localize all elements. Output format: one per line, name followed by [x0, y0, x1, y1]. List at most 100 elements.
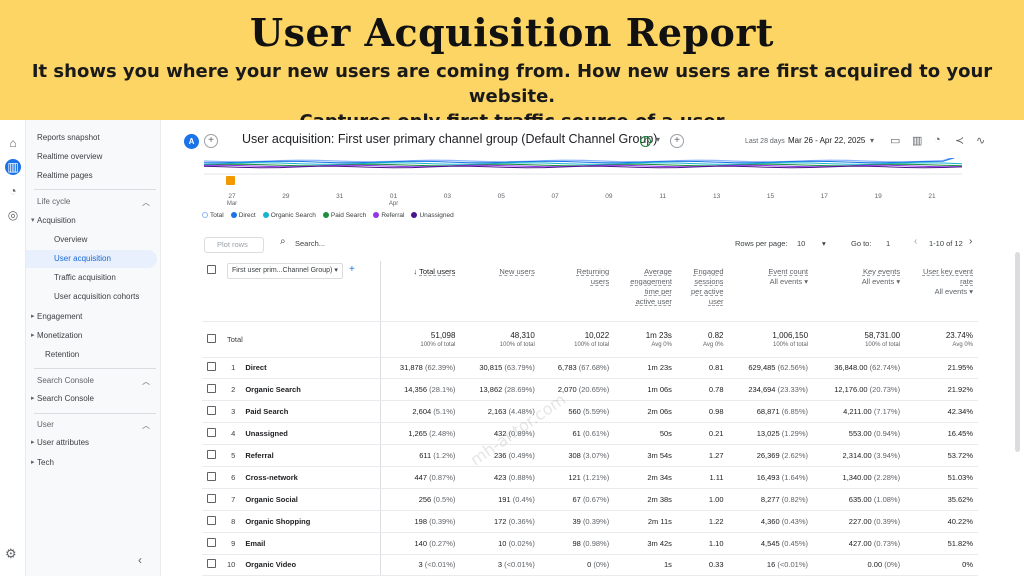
header-label-line: user [708, 297, 724, 306]
sidebar-item-reports-snapshot[interactable]: Reports snapshot [37, 133, 100, 142]
x-tick-label: 31 [336, 193, 344, 200]
sidebar-item-realtime-pages[interactable]: Realtime pages [37, 171, 93, 180]
row-checkbox[interactable] [207, 384, 216, 394]
add-comparison-icon[interactable]: + [204, 134, 218, 148]
sidebar-section-search-console[interactable]: Search Console [37, 376, 94, 385]
sidebar-item-tech[interactable]: Tech [26, 454, 157, 472]
table-row[interactable]: 4 Unassigned 1,265 (2.48%) 432 (0.89%) 61 (0… [202, 422, 978, 446]
header-user-key-event-rate[interactable]: User key event rate All events ▾ [905, 261, 978, 322]
legend-item[interactable]: Organic Search [262, 212, 316, 219]
scrollbar[interactable] [1015, 252, 1020, 452]
legend-item[interactable]: Total [202, 212, 224, 219]
table-row[interactable]: 6 Cross-network 447 (0.87%) 423 (0.88%) 121 … [202, 466, 978, 489]
chevron-up-icon[interactable]: ︿ [142, 198, 150, 207]
legend-item[interactable]: Direct [230, 212, 256, 219]
insights-trend-icon[interactable]: ∿ [976, 135, 986, 147]
search-input[interactable]: Search... [295, 239, 326, 248]
cell-percent: (0%) [884, 560, 901, 570]
header-returning-users[interactable]: Returning users [539, 261, 615, 322]
sidebar-item-user-attributes[interactable]: User attributes [26, 434, 157, 452]
table-row[interactable]: 7 Organic Social 256 (0.5%) 191 (0.4%) 67 (0… [202, 488, 978, 511]
header-engaged-sessions[interactable]: Engaged sessions per active user [676, 261, 729, 322]
table-row[interactable]: 3 Paid Search 2,604 (5.1%) 2,163 (4.48%) 560… [202, 400, 978, 424]
sidebar-item-user-acquisition-cohorts[interactable]: User acquisition cohorts [54, 292, 140, 301]
table-row[interactable]: 5 Referral 611 (1.2%) 236 (0.49%) 308 (3.07%… [202, 444, 978, 467]
table-row[interactable]: 8 Organic Shopping 198 (0.39%) 172 (0.36%) 3… [202, 510, 978, 533]
row-checkbox[interactable] [207, 537, 216, 547]
event-filter-select[interactable]: All events [934, 287, 968, 296]
header-key-events[interactable]: Key events All events ▾ [813, 261, 906, 322]
table-cell: Organic Video [240, 554, 381, 576]
goto-input[interactable]: 1 [886, 239, 891, 248]
sidebar-item-search-console[interactable]: Search Console [26, 390, 157, 408]
prev-page-icon[interactable]: ‹ [914, 236, 918, 247]
chevron-down-icon[interactable]: ▾ [656, 135, 661, 144]
add-filter-icon[interactable]: + [670, 134, 684, 148]
header-total-users[interactable]: ↓ Total users [379, 261, 461, 322]
sidebar-item-overview[interactable]: Overview [54, 235, 88, 244]
collapse-nav-icon[interactable]: ‹ [138, 553, 142, 567]
sidebar-item-realtime-overview[interactable]: Realtime overview [37, 152, 103, 161]
table-row[interactable]: 1 Direct 31,878 (62.39%) 30,815 (63.79%) 6,7… [202, 357, 978, 380]
reports-icon[interactable]: ▥ [5, 159, 21, 175]
sidebar-section-user[interactable]: User [37, 420, 54, 429]
event-filter-select[interactable]: All events [769, 277, 803, 286]
legend-item[interactable]: Paid Search [322, 212, 366, 219]
sidebar-item-retention[interactable]: Retention [45, 350, 80, 359]
advertising-icon[interactable]: ◎ [7, 208, 19, 222]
select-all-checkbox[interactable] [207, 265, 216, 274]
sidebar-divider [34, 413, 156, 414]
legend-item[interactable]: Referral [373, 212, 404, 219]
header-event-count[interactable]: Event count All events ▾ [728, 261, 814, 322]
row-checkbox[interactable] [207, 333, 216, 343]
rows-per-page-select[interactable]: 10 [797, 239, 806, 248]
header-new-users[interactable]: New users [460, 261, 540, 322]
sidebar-section-lifecycle[interactable]: Life cycle [37, 197, 71, 206]
add-dimension-icon[interactable]: + [348, 264, 355, 275]
explore-icon[interactable]: ◔ [9, 184, 17, 198]
sidebar-item-monetization[interactable]: Monetization [26, 327, 157, 345]
row-checkbox[interactable] [207, 493, 216, 503]
chevron-up-icon[interactable]: ︿ [142, 421, 150, 430]
plot-rows-button[interactable]: Plot rows [204, 237, 264, 253]
cell-value: 30,815 [479, 363, 503, 373]
event-filter-select[interactable]: All events [861, 277, 895, 286]
dimension-select[interactable]: First user prim...Channel Group) ▾ [227, 263, 343, 279]
row-checkbox[interactable] [207, 428, 216, 438]
sidebar-item-engagement[interactable]: Engagement [26, 308, 157, 326]
page-title[interactable]: User acquisition: First user primary cha… [242, 132, 658, 146]
date-range-value[interactable]: Mar 26 - Apr 22, 2025 [788, 136, 866, 145]
sidebar-item-traffic-acquisition[interactable]: Traffic acquisition [54, 273, 116, 282]
row-checkbox[interactable] [207, 559, 216, 569]
table-row[interactable]: 2 Organic Search 14,356 (28.1%) 13,862 (28.… [202, 378, 978, 402]
cell-percent: (7.17%) [873, 407, 901, 417]
settings-icon[interactable]: ⚙ [5, 546, 17, 561]
chevron-down-icon[interactable]: ▾ [822, 239, 826, 248]
home-icon[interactable]: ⌂ [9, 136, 17, 150]
total-value: 58,731.00 [864, 330, 901, 340]
header-avg-engagement[interactable]: Average engagement time per active user [614, 261, 677, 322]
row-checkbox[interactable] [207, 515, 216, 525]
row-checkbox[interactable] [207, 471, 216, 481]
customize-icon[interactable]: ◔ [934, 134, 941, 146]
x-tick-label: 15 [767, 193, 775, 200]
comparison-avatar[interactable]: A [184, 134, 199, 149]
sidebar-item-acquisition[interactable]: Acquisition [26, 212, 157, 230]
table-row[interactable]: 10 Organic Video 3 (<0.01%) 3 (<0.01%) 0 (0%… [202, 554, 978, 576]
row-checkbox[interactable] [207, 450, 216, 459]
row-checkbox[interactable] [207, 406, 216, 416]
table-row[interactable]: 9 Email 140 (0.27%) 10 (0.02%) 98 (0.98%) 3m … [202, 532, 978, 555]
sidebar-item-user-acquisition[interactable]: User acquisition [26, 250, 157, 268]
share-icon[interactable]: ≺ [955, 135, 965, 147]
insights-icon[interactable]: ▭ [890, 135, 901, 147]
row-checkbox[interactable] [207, 362, 216, 372]
cell-value: 0% [962, 560, 973, 570]
chevron-up-icon[interactable]: ︿ [142, 377, 150, 386]
table-cell: 0.33 [676, 554, 729, 576]
legend-item[interactable]: Unassigned [411, 212, 454, 219]
chevron-down-icon[interactable]: ▾ [870, 136, 875, 145]
cell-percent: (63.79%) [504, 363, 535, 373]
compare-icon[interactable]: ▥ [912, 135, 923, 147]
legend-label: Referral [381, 212, 405, 219]
next-page-icon[interactable]: › [969, 236, 973, 247]
